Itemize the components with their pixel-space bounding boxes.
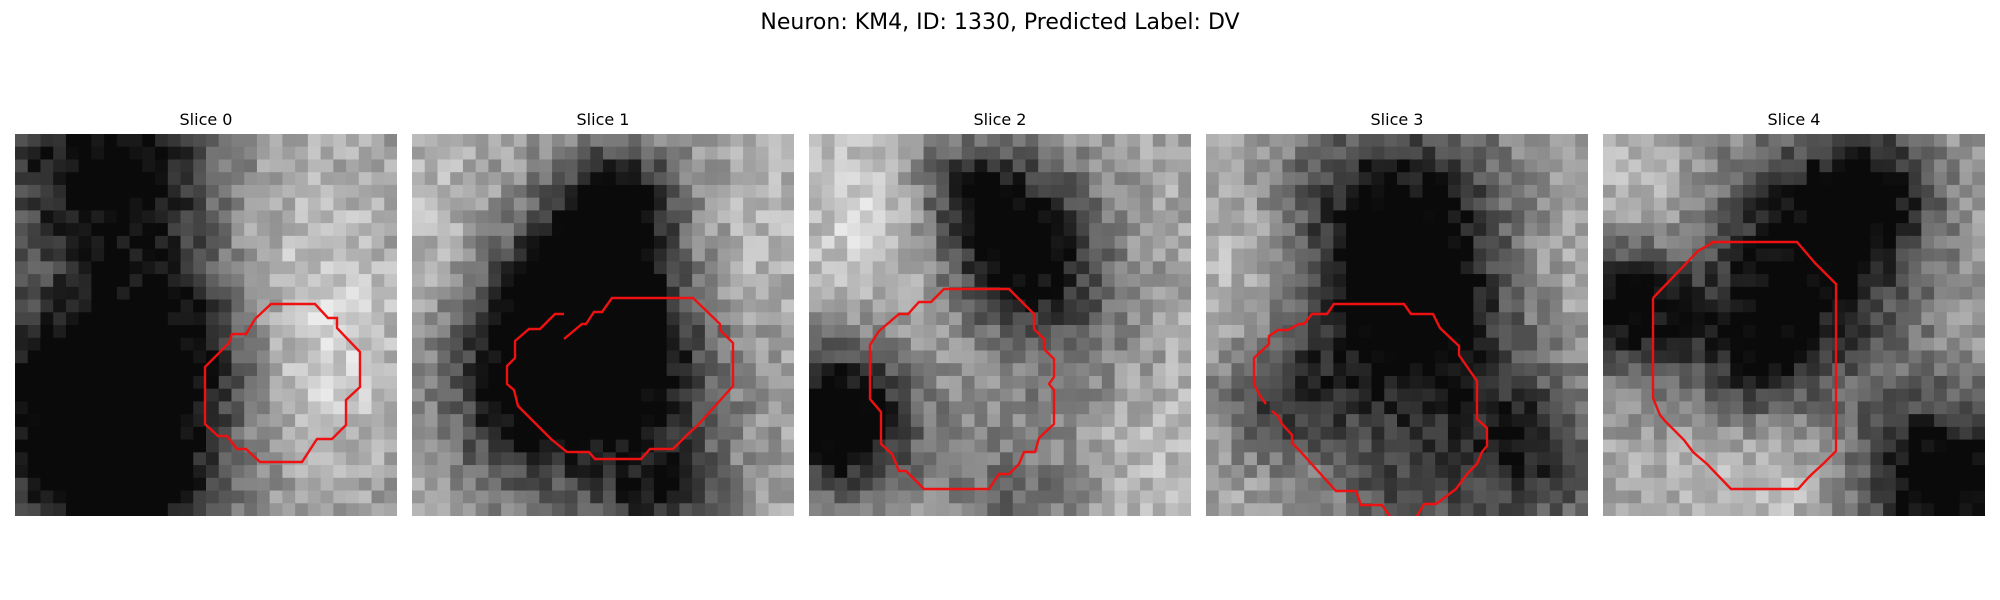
slice-image-4 [1603,134,1985,516]
cell-contour-4 [1651,240,1838,491]
slice-image-1 [412,134,794,516]
slice-title-4: Slice 4 [1767,110,1821,129]
slice-image-2 [809,134,1191,516]
cell-contour-0 [203,302,362,464]
slice-pixel-grid-0 [15,134,397,516]
slice-pixel-grid-3 [1206,134,1588,516]
slice-image-0 [15,134,397,516]
slice-pixel-grid-2 [809,134,1191,516]
figure-title: Neuron: KM4, ID: 1330, Predicted Label: … [760,10,1240,35]
slice-pixel-grid-4 [1603,134,1985,516]
slice-title-3: Slice 3 [1370,110,1424,129]
slice-title-0: Slice 0 [179,110,233,129]
cell-contour-1 [505,296,735,461]
slice-image-3 [1206,134,1588,516]
cell-contour-2 [868,287,1056,491]
slice-title-1: Slice 1 [576,110,630,129]
slice-title-2: Slice 2 [973,110,1027,129]
slice-pixel-grid-1 [412,134,794,516]
cell-contour-3 [1252,302,1489,516]
